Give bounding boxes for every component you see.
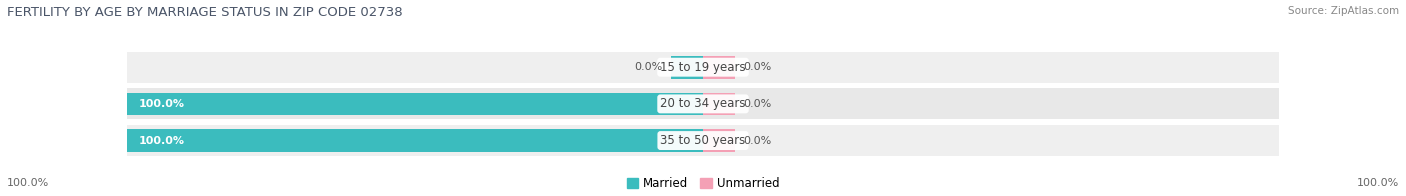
Text: FERTILITY BY AGE BY MARRIAGE STATUS IN ZIP CODE 02738: FERTILITY BY AGE BY MARRIAGE STATUS IN Z… [7, 6, 402, 19]
Text: 0.0%: 0.0% [744, 136, 772, 146]
Text: 100.0%: 100.0% [1357, 178, 1399, 188]
Bar [127, 88, 1279, 120]
Bar [671, 56, 703, 79]
Text: 0.0%: 0.0% [744, 62, 772, 72]
Text: 35 to 50 years: 35 to 50 years [661, 134, 745, 147]
Bar [127, 52, 1279, 83]
Text: 100.0%: 100.0% [139, 99, 184, 109]
Text: 100.0%: 100.0% [7, 178, 49, 188]
Legend: Married, Unmarried: Married, Unmarried [627, 177, 779, 190]
Bar [703, 93, 735, 115]
Text: 15 to 19 years: 15 to 19 years [661, 61, 745, 74]
Bar [703, 129, 735, 152]
Bar [127, 125, 1279, 156]
Text: 0.0%: 0.0% [634, 62, 662, 72]
Text: 20 to 34 years: 20 to 34 years [661, 97, 745, 110]
Bar [703, 56, 735, 79]
Text: Source: ZipAtlas.com: Source: ZipAtlas.com [1288, 6, 1399, 16]
Bar [127, 129, 703, 152]
Text: 100.0%: 100.0% [139, 136, 184, 146]
Bar [127, 93, 703, 115]
Text: 0.0%: 0.0% [744, 99, 772, 109]
